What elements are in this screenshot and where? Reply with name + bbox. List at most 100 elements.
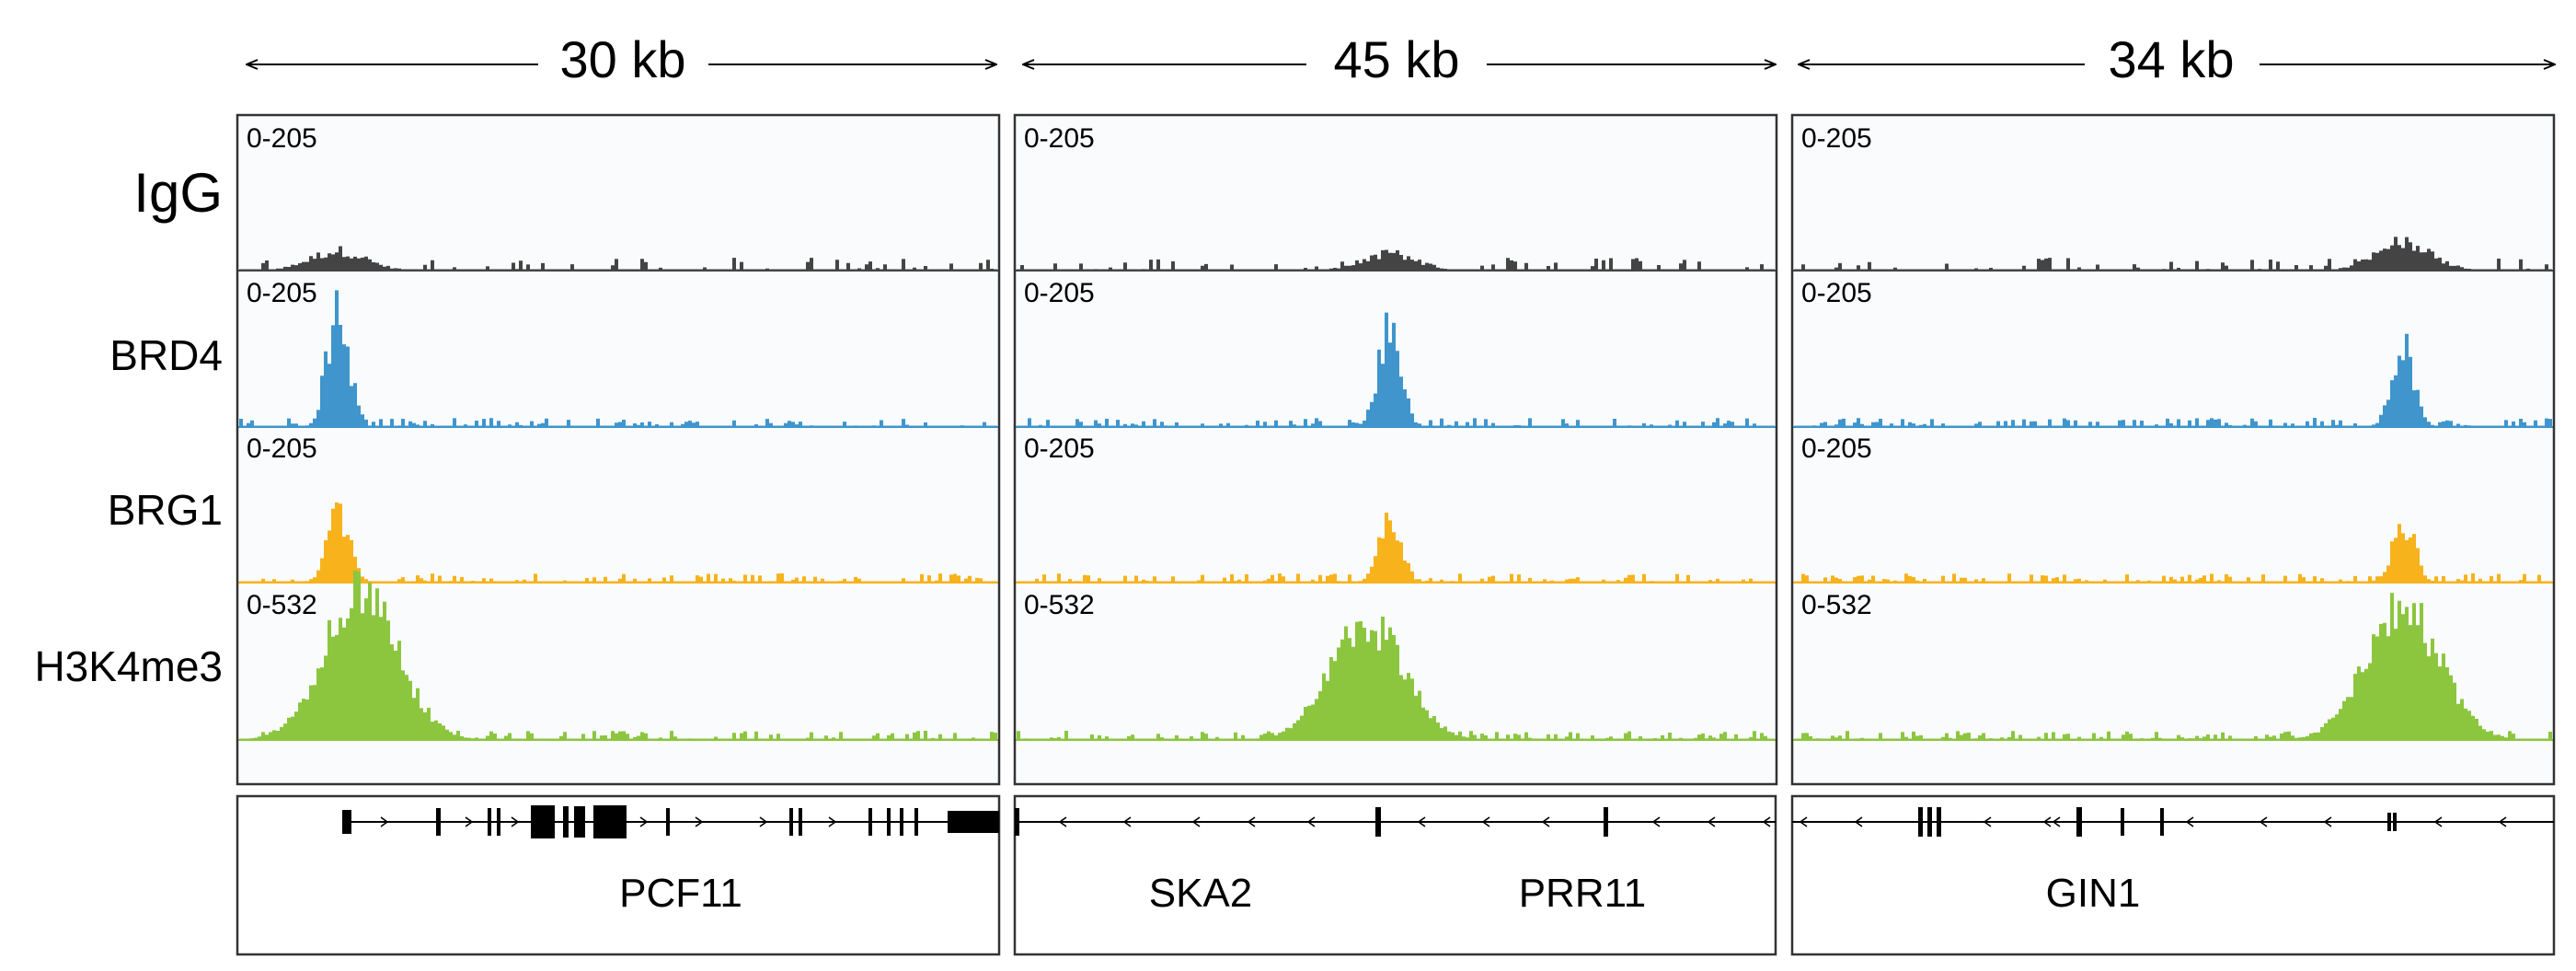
locus-span-header-2: 45 kb bbox=[1023, 30, 1776, 88]
strand-arrow bbox=[1541, 816, 1550, 827]
signal-track-brd4: 0-205 bbox=[1015, 278, 1777, 428]
signal-track-brg1: 0-205 bbox=[237, 433, 999, 584]
signal-area bbox=[239, 502, 997, 583]
track-scale-label: 0-205 bbox=[1801, 433, 1872, 464]
exon bbox=[1927, 807, 1932, 837]
track-labels: IgG BRD4 BRG1 H3K4me3 bbox=[34, 162, 223, 690]
strand-arrow bbox=[759, 816, 768, 827]
gene-label-prr11: PRR11 bbox=[1519, 871, 1647, 916]
exon bbox=[497, 808, 500, 836]
exon bbox=[1015, 808, 1019, 836]
signal-area bbox=[1794, 524, 2552, 583]
strand-arrow bbox=[639, 816, 649, 827]
gene-panel-2: SKA2 PRR11 bbox=[1013, 794, 1777, 956]
signal-area bbox=[239, 570, 997, 740]
strand-arrow bbox=[2433, 816, 2443, 827]
exon bbox=[563, 806, 569, 838]
exon bbox=[799, 808, 802, 836]
locus-span-label: 30 kb bbox=[560, 30, 686, 88]
gene-label-gin1: GIN1 bbox=[2046, 871, 2141, 916]
strand-arrow bbox=[1417, 816, 1426, 827]
track-scale-label: 0-205 bbox=[247, 278, 317, 308]
gene-label-ska2: SKA2 bbox=[1149, 871, 1253, 916]
strand-arrow bbox=[1122, 816, 1132, 827]
exon bbox=[436, 808, 441, 836]
strand-arrow bbox=[1191, 816, 1201, 827]
signal-track-brd4: 0-205 bbox=[1792, 278, 2554, 428]
track-scale-label: 0-205 bbox=[247, 123, 317, 154]
signal-track-h3k4me3: 0-532 bbox=[237, 570, 999, 741]
strand-arrow bbox=[2042, 816, 2052, 827]
signal-area bbox=[1794, 237, 2552, 271]
exon bbox=[574, 806, 585, 838]
track-scale-label: 0-205 bbox=[1801, 123, 1872, 154]
strand-arrow bbox=[695, 816, 704, 827]
exon bbox=[1937, 807, 1941, 837]
strand-arrow bbox=[2185, 816, 2194, 827]
strand-arrow bbox=[1983, 816, 1992, 827]
signal-area bbox=[1017, 249, 1775, 271]
track-scale-label: 0-205 bbox=[1024, 278, 1095, 308]
strand-arrow bbox=[2052, 816, 2061, 827]
track-label-brg1: BRG1 bbox=[108, 486, 223, 534]
exon bbox=[2121, 808, 2124, 836]
exon bbox=[2393, 813, 2397, 831]
exon bbox=[2076, 807, 2082, 837]
gene-annotation-panels: PCF11 SKA2 PRR11 GIN1 bbox=[236, 794, 2556, 956]
track-label-brd4: BRD4 bbox=[109, 331, 223, 379]
exon bbox=[1375, 807, 1381, 837]
strand-arrow bbox=[1651, 816, 1661, 827]
locus-span-label: 45 kb bbox=[1334, 30, 1460, 88]
signal-track-brg1: 0-205 bbox=[1792, 433, 2554, 584]
gene-label-pcf11: PCF11 bbox=[619, 871, 742, 916]
exon bbox=[900, 808, 903, 836]
track-label-igg: IgG bbox=[133, 162, 223, 224]
strand-arrow bbox=[465, 816, 474, 827]
track-scale-label: 0-205 bbox=[1024, 123, 1095, 154]
gene-model-pcf11 bbox=[342, 805, 999, 838]
signal-area bbox=[1017, 617, 1775, 740]
exon bbox=[887, 808, 891, 836]
exon bbox=[1918, 807, 1923, 837]
signal-area bbox=[1794, 593, 2552, 740]
strand-arrow bbox=[2259, 816, 2268, 827]
locus-panel-3: 0-205 0-205 0-205 0-532 bbox=[1790, 113, 2556, 786]
strand-arrow bbox=[828, 816, 837, 827]
strand-arrow bbox=[1854, 816, 1863, 827]
signal-track-h3k4me3: 0-532 bbox=[1015, 590, 1777, 741]
strand-arrow bbox=[511, 816, 520, 827]
strand-arrow bbox=[380, 816, 389, 827]
strand-arrow bbox=[2498, 816, 2507, 827]
locus-panel-1: 0-205 0-205 0-205 0-532 bbox=[236, 113, 1001, 786]
signal-area bbox=[1794, 333, 2552, 427]
gene-model-gin1 bbox=[1792, 807, 2554, 837]
track-scale-label: 0-205 bbox=[1801, 278, 1872, 308]
track-label-h3k4me3: H3K4me3 bbox=[34, 642, 223, 690]
locus-span-headers: 30 kb 45 kb 34 kb bbox=[247, 30, 2555, 88]
exon bbox=[914, 808, 918, 836]
gene-panel-1: PCF11 bbox=[236, 794, 1001, 956]
exon bbox=[868, 808, 872, 836]
track-scale-label: 0-205 bbox=[1024, 433, 1095, 464]
signal-panels: 0-205 0-205 0-205 0-532 0-205 0-205 0-205 0-532… bbox=[236, 113, 2556, 786]
locus-span-label: 34 kb bbox=[2109, 30, 2235, 88]
strand-arrow bbox=[1762, 816, 1771, 827]
signal-track-brg1: 0-205 bbox=[1015, 433, 1777, 584]
exon bbox=[666, 808, 670, 836]
exon bbox=[789, 808, 793, 836]
locus-panel-2: 0-205 0-205 0-205 0-532 bbox=[1013, 113, 1778, 786]
signal-area bbox=[1017, 312, 1775, 427]
strand-arrow bbox=[1247, 816, 1256, 827]
locus-panel-frame bbox=[1013, 113, 1778, 786]
exon bbox=[593, 805, 627, 838]
strand-arrow bbox=[1306, 816, 1316, 827]
locus-panel-frame bbox=[236, 113, 1001, 786]
exon bbox=[531, 805, 555, 838]
exon bbox=[2160, 808, 2164, 836]
track-scale-label: 0-532 bbox=[247, 590, 317, 620]
gene-model-ska2-prr11 bbox=[1015, 807, 1776, 837]
signal-area bbox=[1017, 513, 1775, 583]
strand-arrow bbox=[1707, 816, 1716, 827]
strand-arrow bbox=[2323, 816, 2332, 827]
